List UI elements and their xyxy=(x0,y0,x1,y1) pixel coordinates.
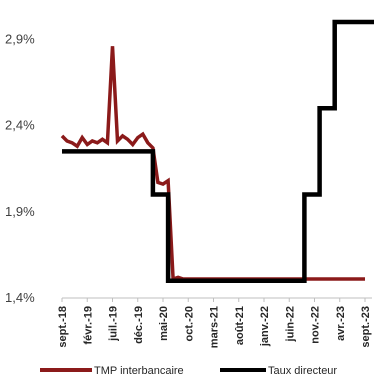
plot-area xyxy=(60,19,374,284)
x-tick-label: janv.-22 xyxy=(259,306,271,347)
y-tick-label: 2,4% xyxy=(5,118,35,133)
x-tick-label: sept.-23 xyxy=(360,306,372,348)
legend-label: Taux directeur xyxy=(268,365,337,377)
x-tick-label: févr.-19 xyxy=(82,306,94,345)
legend-label: TMP interbancaire xyxy=(94,365,184,377)
x-tick-label: sept.-18 xyxy=(57,306,69,348)
y-tick-label: 1,4% xyxy=(5,290,35,305)
taux-directeur-line xyxy=(62,19,374,284)
y-axis: 1,4% 1,9% 2,4% 2,9% xyxy=(5,31,35,305)
x-tick-label: oct.-20 xyxy=(183,306,195,341)
x-tick-label: avr.-23 xyxy=(335,306,347,341)
y-tick-label: 2,9% xyxy=(5,31,35,46)
x-tick-label: août-21 xyxy=(234,306,246,345)
x-tick-label: juil.-19 xyxy=(108,306,120,342)
x-tick-label: nov.-22 xyxy=(310,306,322,344)
y-tick-label: 1,9% xyxy=(5,204,35,219)
x-axis: sept.-18 févr.-19 juil.-19 déc.-19 mai-20 oct… xyxy=(57,298,372,348)
legend: TMP interbancaire Taux directeur xyxy=(40,365,337,377)
x-tick-label: déc.-19 xyxy=(133,306,145,344)
x-tick-label: mai-20 xyxy=(158,306,170,341)
x-tick-label: juin-22 xyxy=(284,306,296,342)
x-tick-label: mars-21 xyxy=(209,306,221,348)
